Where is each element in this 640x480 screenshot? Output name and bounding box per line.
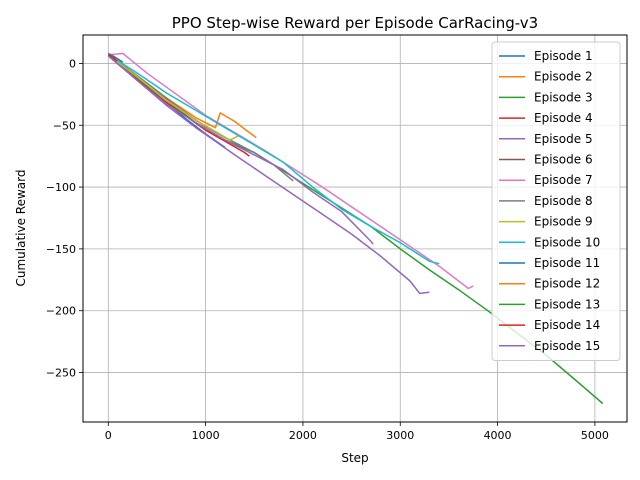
legend-label: Episode 3 [534, 90, 593, 104]
legend-label: Episode 15 [534, 339, 600, 353]
axis-ticks: 0 1000 2000 3000 4000 5000 0 −50 −100 −150 −200 −25… [46, 57, 609, 442]
x-tick-label: 4000 [484, 429, 512, 442]
legend-label: Episode 14 [534, 318, 600, 332]
y-tick-label: 0 [69, 57, 76, 70]
x-tick-label: 5000 [581, 429, 609, 442]
y-tick-label: −150 [46, 243, 76, 256]
series-line-episode-15 [107, 55, 374, 245]
legend-label: Episode 9 [534, 215, 593, 229]
y-axis-label: Cumulative Reward [14, 170, 28, 287]
series-layer [107, 52, 604, 405]
y-tick-label: −250 [46, 367, 76, 380]
legend-label: Episode 6 [534, 153, 593, 167]
y-tick-label: −50 [53, 119, 76, 132]
legend-label: Episode 7 [534, 173, 593, 187]
legend-label: Episode 12 [534, 277, 600, 291]
legend-label: Episode 11 [534, 256, 600, 270]
legend-label: Episode 8 [534, 194, 593, 208]
legend-label: Episode 2 [534, 70, 593, 84]
legend-label: Episode 1 [534, 49, 593, 63]
series-line-episode-9 [107, 54, 241, 141]
legend-label: Episode 10 [534, 235, 600, 249]
x-tick-label: 1000 [192, 429, 220, 442]
series-line-episode-11 [107, 52, 124, 63]
plot-frame [82, 34, 628, 423]
series-line-episode-5 [107, 54, 430, 295]
y-tick-label: −100 [46, 181, 76, 194]
chart-title: PPO Step-wise Reward per Episode CarRaci… [172, 14, 538, 32]
legend-label: Episode 4 [534, 111, 593, 125]
x-tick-label: 2000 [289, 429, 317, 442]
series-line-episode-10 [107, 54, 440, 265]
legend: Episode 1 Episode 2 Episode 3 Episode 4 Epis… [491, 41, 621, 361]
y-tick-label: −200 [46, 305, 76, 318]
x-tick-label: 0 [105, 429, 112, 442]
x-tick-label: 3000 [386, 429, 414, 442]
legend-label: Episode 5 [534, 132, 593, 146]
series-line-episode-7 [108, 52, 474, 290]
legend-box [491, 41, 621, 361]
x-axis-label: Step [341, 451, 368, 465]
legend-label: Episode 13 [534, 297, 600, 311]
series-line-episode-14 [107, 54, 118, 62]
